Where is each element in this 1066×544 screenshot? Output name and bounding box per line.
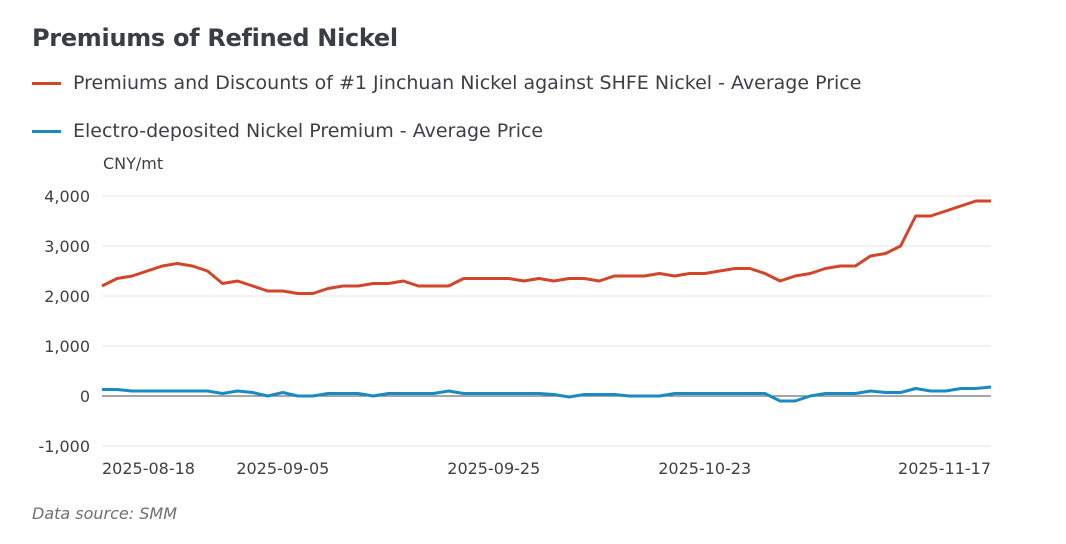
x-tick-label: 2025-09-05 — [236, 459, 329, 478]
grid-lines — [102, 195, 991, 447]
chart-title: Premiums of Refined Nickel — [32, 24, 398, 52]
data-source: Data source: SMM — [32, 504, 178, 523]
y-tick-label: 3,000 — [44, 237, 90, 256]
y-axis-unit: CNY/mt — [103, 154, 164, 173]
y-axis-ticks: 4,000 3,000 2,000 1,000 0 -1,000 — [38, 187, 90, 456]
series-line-0 — [101, 199, 991, 295]
legend-swatch-electro — [32, 129, 61, 133]
x-tick-label: 2025-08-18 — [102, 459, 195, 478]
legend-item-electro[interactable]: Electro-deposited Nickel Premium - Avera… — [32, 120, 543, 142]
series-line-1 — [102, 385, 992, 403]
y-tick-label: 4,000 — [44, 187, 90, 206]
legend-swatch-jinchuan — [32, 81, 61, 85]
y-tick-label: 2,000 — [44, 287, 90, 306]
legend-label-electro: Electro-deposited Nickel Premium - Avera… — [73, 120, 544, 142]
x-tick-label: 2025-10-23 — [658, 459, 751, 478]
series-lines — [101, 199, 992, 403]
x-tick-label: 2025-11-17 — [898, 459, 991, 478]
y-tick-label: 1,000 — [44, 337, 90, 356]
legend-item-jinchuan[interactable]: Premiums and Discounts of #1 Jinchuan Ni… — [32, 72, 861, 94]
x-tick-label: 2025-09-25 — [447, 459, 540, 478]
legend-label-jinchuan: Premiums and Discounts of #1 Jinchuan Ni… — [73, 72, 862, 94]
x-axis-ticks: 2025-08-18 2025-09-05 2025-09-25 2025-10-23… — [102, 459, 991, 478]
y-tick-label: -1,000 — [38, 437, 90, 456]
y-tick-label: 0 — [80, 387, 90, 406]
